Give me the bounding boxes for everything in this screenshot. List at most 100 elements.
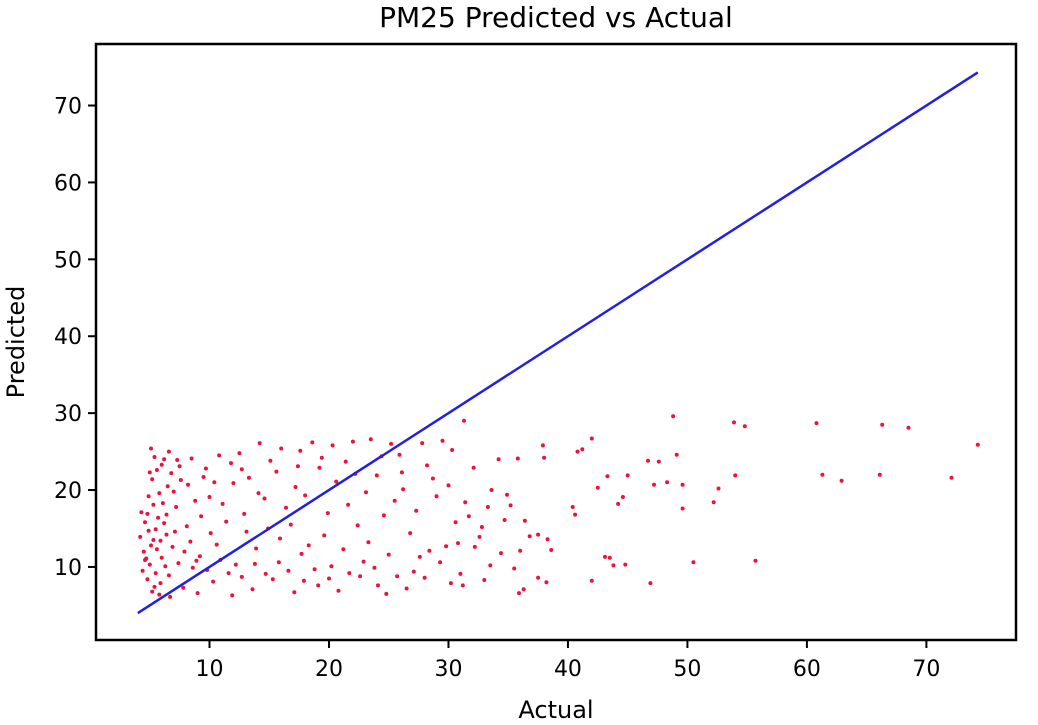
scatter-point — [671, 414, 676, 419]
scatter-point — [479, 525, 484, 529]
scatter-point — [477, 534, 482, 539]
scatter-point — [166, 449, 171, 454]
scatter-point — [404, 586, 409, 591]
scatter-point — [589, 436, 594, 441]
scatter-point — [517, 591, 521, 596]
scatter-point — [263, 571, 268, 576]
scatter-point — [157, 592, 162, 597]
scatter-point — [753, 558, 758, 563]
scatter-point — [522, 518, 527, 523]
scatter-point — [211, 579, 216, 584]
scatter-point — [184, 524, 189, 529]
scatter-point — [570, 505, 575, 509]
scatter-point — [814, 421, 819, 426]
scatter-point — [141, 549, 146, 554]
scatter-point — [549, 548, 554, 552]
scatter-point — [422, 575, 427, 580]
scatter-point — [341, 547, 346, 552]
scatter-point — [399, 470, 404, 475]
chart-title: PM25 Predicted vs Actual — [379, 1, 733, 34]
scatter-point — [540, 443, 545, 448]
scatter-point — [143, 558, 147, 562]
scatter-point — [603, 554, 607, 559]
scatter-point — [293, 485, 298, 489]
scatter-point — [716, 486, 721, 491]
scatter-point — [392, 498, 397, 503]
scatter-point — [195, 591, 200, 596]
scatter-point — [244, 529, 249, 534]
scatter-point — [252, 561, 257, 566]
scatter-point — [499, 551, 503, 556]
scatter-point — [138, 534, 143, 539]
scatter-point — [145, 577, 150, 582]
y-axis: 10 20 30 40 50 60 70 — [54, 95, 96, 581]
scatter-point — [414, 508, 419, 513]
scatter-point — [153, 571, 158, 576]
scatter-point — [425, 463, 429, 468]
scatter-point — [190, 565, 195, 570]
scatter-point — [381, 513, 386, 518]
scatter-point — [364, 490, 368, 495]
scatter-point — [217, 453, 222, 458]
scatter-point — [625, 473, 630, 478]
scatter-point — [159, 555, 164, 560]
scatter-point — [312, 567, 317, 572]
scatter-point — [276, 560, 281, 565]
scatter-point — [343, 459, 348, 464]
scatter-point — [361, 559, 366, 564]
scatter-point — [139, 510, 144, 515]
scatter-point — [319, 455, 324, 460]
scatter-point — [254, 546, 259, 551]
y-tick-label: 30 — [54, 402, 82, 427]
scatter-point — [545, 537, 550, 542]
scatter-point — [286, 568, 291, 573]
scatter-point — [316, 583, 321, 588]
scatter-point — [820, 472, 825, 477]
scatter-point — [680, 482, 685, 487]
scatter-point — [444, 544, 449, 549]
scatter-point — [430, 476, 435, 481]
scatter-point — [350, 439, 355, 444]
scatter-point — [147, 562, 152, 567]
scatter-point — [472, 544, 477, 549]
scatter-point — [544, 580, 549, 585]
scatter-point — [152, 455, 157, 459]
scatter-point — [239, 467, 244, 472]
scatter-point — [880, 422, 885, 427]
scatter-point — [212, 480, 217, 485]
scatter-point — [438, 560, 443, 565]
scatter-point — [182, 549, 187, 554]
x-tick-label: 30 — [434, 657, 462, 682]
x-tick-label: 60 — [793, 657, 821, 682]
scatter-point — [220, 501, 225, 506]
scatter-point — [330, 443, 335, 448]
scatter-point — [256, 491, 261, 496]
scatter-point — [151, 538, 156, 542]
scatter-point — [488, 563, 493, 568]
scatter-point — [310, 440, 315, 445]
scatter-point — [268, 458, 273, 463]
scatter-point — [397, 452, 402, 457]
scatter-point — [839, 478, 844, 483]
plot-area — [137, 71, 980, 615]
scatter-point — [366, 540, 371, 545]
scatter-point — [691, 560, 696, 565]
scatter-point — [207, 495, 212, 499]
scatter-point — [262, 496, 267, 501]
scatter-point — [448, 581, 453, 586]
scatter-point — [146, 528, 151, 533]
scatter-point — [201, 475, 206, 479]
scatter-point — [368, 437, 373, 442]
scatter-point — [171, 489, 176, 494]
scatter-point — [145, 511, 150, 516]
scatter-point — [458, 571, 463, 576]
scatter-point — [623, 562, 628, 567]
scatter-point — [336, 588, 341, 593]
scatter-point — [322, 533, 327, 538]
scatter-point — [595, 485, 600, 490]
scatter-point — [462, 418, 466, 423]
scatter-point — [214, 542, 219, 547]
scatter-point — [446, 483, 451, 488]
scatter-point — [420, 441, 425, 446]
scatter-point — [153, 527, 158, 532]
